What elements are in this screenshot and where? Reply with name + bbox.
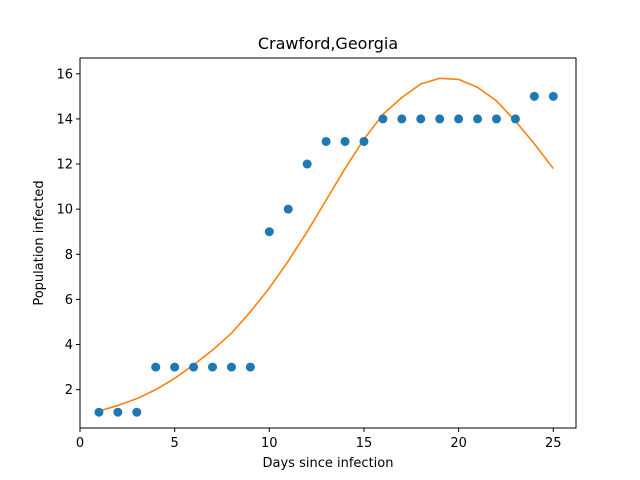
y-tick-label: 10 [56, 203, 73, 218]
scatter-points-layer [94, 91, 558, 417]
data-point [132, 407, 142, 417]
data-point [454, 114, 464, 124]
x-tick-label: 0 [76, 436, 84, 451]
y-axis: 2 4 6 8 10 12 14 16 [56, 67, 80, 398]
data-point [378, 114, 388, 124]
data-point [548, 91, 558, 101]
data-point [435, 114, 445, 124]
x-tick-label: 20 [450, 436, 467, 451]
data-point [321, 136, 331, 146]
x-tick-label: 15 [356, 436, 373, 451]
x-tick-label: 25 [545, 436, 562, 451]
x-tick-label: 5 [171, 436, 179, 451]
y-tick-label: 6 [65, 293, 73, 308]
fit-line-layer [98, 77, 554, 412]
y-tick-label: 12 [56, 158, 73, 173]
x-axis: 0 5 10 15 20 25 [76, 428, 562, 451]
y-tick-label: 16 [56, 67, 73, 82]
data-point [226, 362, 236, 372]
data-point [416, 114, 426, 124]
data-point [340, 136, 350, 146]
data-point [113, 407, 123, 417]
fit-line [98, 77, 554, 412]
data-point [264, 227, 274, 237]
data-point [302, 159, 312, 169]
data-point [491, 114, 501, 124]
x-axis-label: Days since infection [263, 456, 394, 471]
chart-title: Crawford,Georgia [258, 34, 398, 53]
data-point [397, 114, 407, 124]
data-point [94, 407, 104, 417]
y-tick-label: 8 [65, 248, 73, 263]
data-point [151, 362, 161, 372]
data-point [473, 114, 483, 124]
data-point [245, 362, 255, 372]
data-point [189, 362, 199, 372]
data-point [529, 91, 539, 101]
y-tick-label: 14 [56, 112, 73, 127]
x-tick-label: 10 [261, 436, 278, 451]
y-axis-label: Population infected [32, 180, 47, 305]
data-point [170, 362, 180, 372]
data-point [208, 362, 218, 372]
data-point [283, 204, 293, 214]
y-tick-label: 2 [65, 383, 73, 398]
data-point [510, 114, 520, 124]
data-point [359, 136, 369, 146]
y-tick-label: 4 [65, 338, 73, 353]
plot-frame [79, 57, 577, 429]
